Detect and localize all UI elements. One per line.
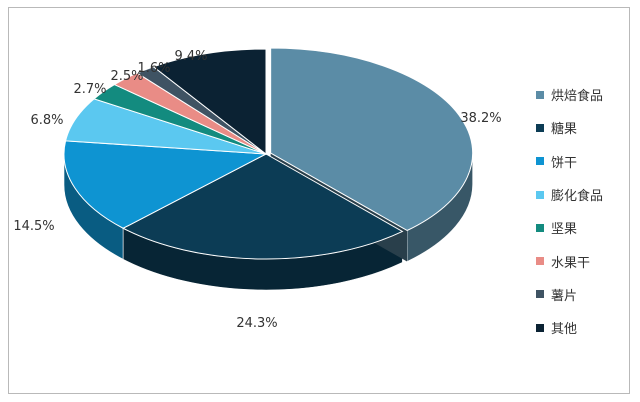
data-label-1: 24.3% <box>236 316 277 331</box>
legend-label: 其他 <box>551 322 578 338</box>
legend-swatch <box>536 90 544 99</box>
legend-item: 膨化食品 <box>536 178 636 211</box>
pie-slice-7 <box>152 48 267 156</box>
legend-item: 薯片 <box>536 278 636 311</box>
pie-slice-0 <box>270 47 474 232</box>
legend-label: 薯片 <box>551 288 578 304</box>
data-label-2: 14.5% <box>13 219 54 234</box>
legend-item: 糖果 <box>536 111 636 144</box>
legend-item: 坚果 <box>536 211 636 244</box>
legend-swatch <box>536 190 544 199</box>
legend-label: 烘焙食品 <box>551 89 604 105</box>
legend-label: 坚果 <box>551 222 578 238</box>
data-label-5: 2.5% <box>110 69 143 84</box>
pie-slice-1 <box>122 153 404 260</box>
data-label-0: 38.2% <box>460 111 501 126</box>
data-label-6: 1.6% <box>137 61 170 76</box>
data-label-3: 6.8% <box>30 113 63 128</box>
legend-item: 饼干 <box>536 145 636 178</box>
legend-swatch <box>536 257 544 266</box>
legend-swatch <box>536 290 544 299</box>
legend-swatch <box>536 223 544 232</box>
legend-swatch <box>536 157 544 166</box>
legend-swatch <box>536 323 544 332</box>
legend-label: 水果干 <box>551 255 591 271</box>
legend-item: 其他 <box>536 311 636 344</box>
legend: 烘焙食品糖果饼干膨化食品坚果水果干薯片其他 <box>536 78 636 344</box>
legend-item: 烘焙食品 <box>536 78 636 111</box>
legend-label: 糖果 <box>551 122 578 138</box>
pie-chart: 38.2% 24.3% 14.5% 6.8% 2.7% 2.5%1.6% 9.4% <box>13 47 502 331</box>
chart-frame: 38.2% 24.3% 14.5% 6.8% 2.7% 2.5% 1.6% 9.4% 烘焙食品… <box>8 7 630 394</box>
data-label-7: 9.4% <box>174 49 207 64</box>
legend-label: 饼干 <box>551 155 578 171</box>
pie-slice-2 <box>63 140 268 229</box>
legend-swatch <box>536 123 544 132</box>
legend-item: 水果干 <box>536 244 636 277</box>
data-label-4: 2.7% <box>73 82 106 97</box>
legend-label: 膨化食品 <box>551 189 604 205</box>
